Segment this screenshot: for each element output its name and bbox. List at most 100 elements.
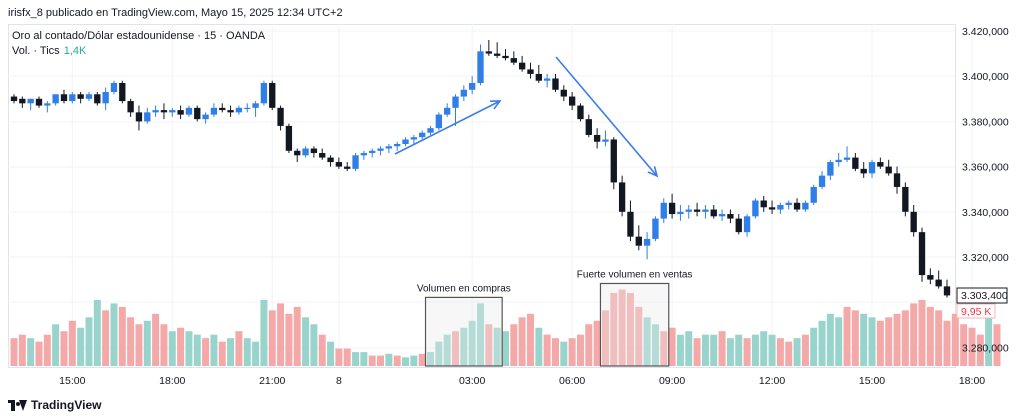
candle-body[interactable] (810, 186, 817, 203)
candle-body[interactable] (718, 214, 726, 217)
candle-body[interactable] (10, 96, 18, 102)
symbol-legend[interactable]: Oro al contado/Dólar estadounidense · 15… (12, 30, 266, 42)
last-price-tag[interactable] (956, 287, 1008, 304)
candle-body[interactable] (743, 216, 751, 233)
candle-body[interactable] (927, 275, 934, 280)
candle-body[interactable] (335, 162, 343, 167)
candle-body[interactable] (60, 94, 68, 102)
chart-frame[interactable] (8, 24, 956, 368)
candle-body[interactable] (543, 78, 551, 81)
candle-body[interactable] (535, 73, 542, 81)
candle-body[interactable] (244, 107, 251, 110)
candle-body[interactable] (602, 139, 609, 142)
candle-body[interactable] (677, 211, 684, 215)
candle-body[interactable] (110, 82, 118, 93)
candle-body[interactable] (502, 55, 509, 59)
candle-body[interactable] (360, 153, 368, 156)
candle-body[interactable] (77, 94, 84, 99)
candle-body[interactable] (802, 202, 809, 210)
candle-body[interactable] (777, 205, 784, 210)
candle-body[interactable] (269, 82, 276, 108)
candle-body[interactable] (327, 157, 334, 163)
candle-body[interactable] (852, 157, 859, 169)
candle-body[interactable] (568, 96, 576, 106)
candle-body[interactable] (460, 89, 468, 97)
candle-body[interactable] (144, 112, 151, 122)
candle-body[interactable] (485, 51, 492, 54)
candle-body[interactable] (85, 94, 93, 99)
candle-body[interactable] (19, 98, 26, 104)
candle-body[interactable] (768, 207, 776, 210)
volume-legend[interactable]: Vol. · Tics 1,4K (12, 45, 86, 57)
candle-body[interactable] (843, 157, 851, 160)
candle-body[interactable] (493, 53, 501, 56)
candle-body[interactable] (560, 89, 567, 97)
candle-body[interactable] (444, 107, 451, 115)
candle-body[interactable] (410, 137, 418, 140)
candle-body[interactable] (194, 107, 201, 120)
candle-body[interactable] (727, 214, 734, 219)
candle-body[interactable] (394, 144, 401, 147)
candle-body[interactable] (94, 94, 101, 104)
candle-body[interactable] (310, 148, 318, 154)
candle-body[interactable] (868, 162, 876, 174)
candle-body[interactable] (219, 107, 226, 111)
candle-body[interactable] (902, 186, 909, 212)
candle-body[interactable] (735, 218, 742, 233)
candle-body[interactable] (552, 78, 559, 90)
candle-body[interactable] (860, 168, 867, 174)
candle-body[interactable] (402, 139, 409, 144)
candle-body[interactable] (235, 107, 243, 113)
candle-body[interactable] (668, 202, 676, 215)
candle-body[interactable] (643, 238, 651, 246)
candle-body[interactable] (618, 182, 626, 212)
candle-body[interactable] (818, 175, 826, 187)
candle-body[interactable] (127, 101, 134, 113)
candle-body[interactable] (585, 119, 592, 135)
candle-body[interactable] (69, 94, 76, 102)
candle-body[interactable] (610, 139, 617, 183)
candle-body[interactable] (52, 94, 59, 104)
candle-body[interactable] (352, 155, 359, 169)
candle-body[interactable] (527, 69, 534, 74)
candle-body[interactable] (169, 110, 176, 113)
candle-body[interactable] (452, 96, 459, 108)
candle-body[interactable] (377, 148, 384, 151)
candle-body[interactable] (419, 132, 426, 138)
candle-body[interactable] (693, 209, 701, 212)
candle-body[interactable] (302, 148, 309, 156)
candle-body[interactable] (344, 166, 351, 169)
candle-body[interactable] (627, 211, 634, 237)
candle-body[interactable] (785, 202, 792, 206)
candle-body[interactable] (35, 98, 43, 106)
candle-body[interactable] (660, 202, 667, 219)
candle-body[interactable] (252, 103, 259, 108)
candle-body[interactable] (685, 209, 692, 212)
candle-body[interactable] (510, 58, 517, 63)
candle-body[interactable] (943, 286, 951, 296)
candle-body[interactable] (918, 232, 926, 276)
candle-body[interactable] (752, 200, 759, 217)
candle-body[interactable] (135, 112, 143, 122)
candle-body[interactable] (102, 92, 109, 104)
candle-body[interactable] (177, 110, 184, 115)
candle-body[interactable] (369, 150, 376, 154)
candle-body[interactable] (518, 62, 526, 70)
candle-body[interactable] (202, 114, 209, 120)
candle-body[interactable] (710, 209, 717, 217)
last-volume-tag[interactable] (956, 303, 996, 319)
candle-body[interactable] (935, 279, 942, 287)
candle-body[interactable] (577, 105, 584, 120)
candle-body[interactable] (760, 200, 767, 208)
candle-body[interactable] (119, 82, 126, 102)
candle-body[interactable] (385, 146, 393, 149)
candle-body[interactable] (427, 128, 434, 133)
candle-body[interactable] (277, 107, 284, 126)
candle-body[interactable] (319, 153, 326, 158)
candle-body[interactable] (793, 202, 801, 210)
candle-body[interactable] (877, 162, 884, 167)
candle-body[interactable] (893, 173, 901, 187)
candle-body[interactable] (27, 98, 34, 104)
candle-body[interactable] (910, 211, 917, 233)
